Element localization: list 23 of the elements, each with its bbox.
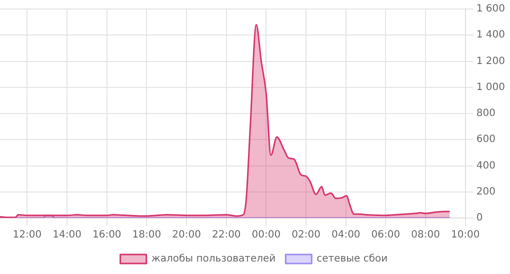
x-tick-label: 02:00	[292, 230, 320, 241]
x-tick-label: 20:00	[172, 230, 201, 241]
x-tick-label: 06:00	[371, 230, 400, 241]
legend-label: жалобы пользователей	[151, 254, 276, 265]
y-tick-label: 200	[476, 186, 496, 198]
x-tick-label: 18:00	[132, 230, 162, 241]
x-tick-label: 22:00	[212, 230, 241, 241]
y-tick-label: 600	[476, 134, 496, 146]
y-tick-label: 800	[476, 108, 496, 120]
x-tick-label: 14:00	[52, 230, 82, 241]
legend-label: сетевые сбои	[316, 254, 388, 265]
x-tick-label: 10:00	[450, 230, 480, 241]
x-tick-label: 12:00	[12, 230, 42, 241]
y-tick-label: 1 600	[476, 4, 506, 15]
x-tick-label: 16:00	[92, 230, 122, 241]
x-tick-label: 04:00	[331, 230, 360, 241]
x-tick-label: 00:00	[252, 230, 281, 241]
y-tick-label: 400	[476, 160, 496, 172]
y-tick-label: 1 000	[476, 82, 506, 93]
y-tick-label: 1 200	[476, 56, 506, 67]
y-tick-label: 0	[476, 212, 483, 224]
x-tick-label: 08:00	[411, 230, 440, 241]
y-tick-label: 1 400	[476, 30, 506, 41]
